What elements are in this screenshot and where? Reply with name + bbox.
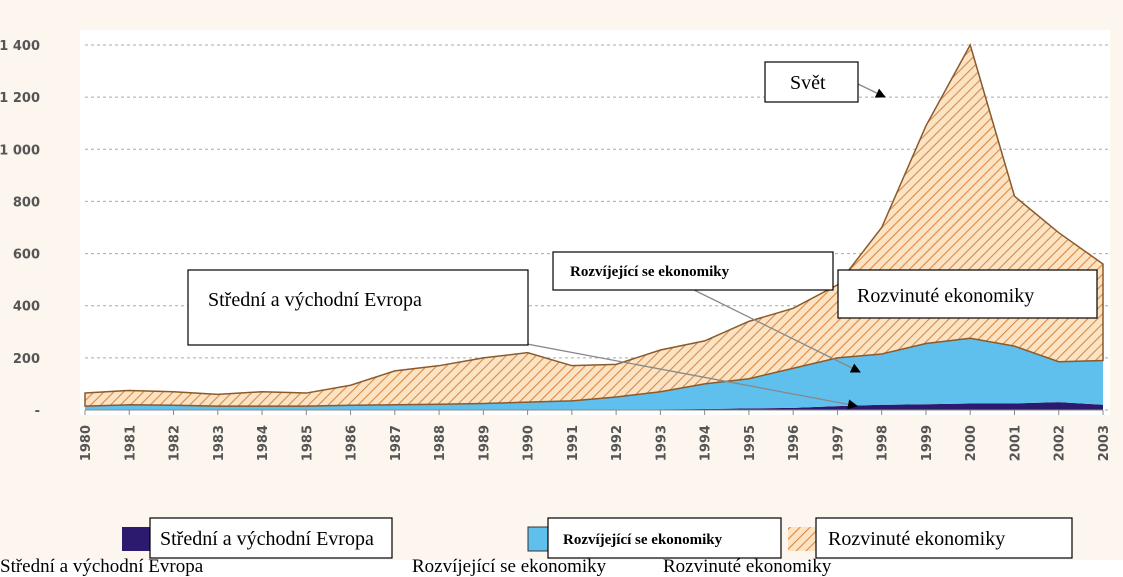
x-tick-label: 1996 [787, 425, 802, 461]
x-tick-label: 1988 [433, 425, 448, 461]
legend-box [547, 517, 782, 559]
annotation: Rozvinuté ekonomiky [857, 285, 1034, 307]
legend-box [149, 517, 393, 559]
y-tick-label: 1 000 [0, 143, 40, 158]
arrow [689, 287, 861, 373]
x-tick-label: 2000 [964, 425, 979, 461]
x-tick-label: 1994 [699, 425, 714, 461]
annotation: Střední a východní Evropa [208, 289, 422, 311]
y-tick-label: 600 [13, 248, 40, 263]
x-tick-label: 1993 [654, 425, 669, 461]
footer-label: Rozvíjející se ekonomiky [412, 556, 607, 577]
area [85, 338, 1103, 410]
y-tick-label: 1 200 [0, 91, 40, 106]
x-tick-label: 1991 [566, 425, 581, 461]
y-tick-label: - [35, 404, 40, 419]
annotation-box [187, 269, 529, 346]
legend-label: Rozvinuté ekonomiky [828, 528, 1005, 550]
arrow [494, 337, 858, 410]
y-tick-label: 1 400 [0, 39, 40, 54]
x-tick-label: 1995 [743, 425, 758, 461]
x-tick-label: 1998 [876, 425, 891, 461]
x-tick-label: 1989 [477, 425, 492, 461]
x-tick-label: 2002 [1053, 425, 1068, 461]
arrow [857, 83, 886, 98]
legend-box [815, 517, 1073, 559]
x-tick-label: 1984 [256, 425, 271, 461]
legend-swatch [122, 527, 150, 551]
x-tick-label: 1985 [300, 425, 315, 461]
legend-label: Střední a východní Evropa [160, 528, 374, 550]
x-tick-label: 1980 [79, 425, 94, 461]
annotations: Svět Střední a východní Evropa Rozvíjejí… [187, 61, 1098, 410]
x-tick-label: 1987 [389, 425, 404, 461]
footer-label: Rozvinuté ekonomiky [663, 556, 832, 577]
legend: Střední a východní Evropa Rozvíjející se… [122, 517, 1073, 559]
annotation-box [837, 269, 1098, 319]
y-tick-label: 400 [13, 300, 40, 315]
y-tick-label: 200 [13, 352, 40, 367]
x-tick-label: 1997 [831, 425, 846, 461]
legend-label: Rozvíjející se ekonomiky [563, 532, 723, 548]
footer-label: Střední a východní Evropa [0, 556, 204, 577]
x-tick-label: 2001 [1008, 425, 1023, 461]
legend-swatch [527, 526, 549, 552]
x-tick-label: 1981 [123, 425, 138, 461]
x-tick-label: 1982 [168, 425, 183, 461]
x-tick-label: 1999 [920, 425, 935, 461]
annotation: Rozvíjející se ekonomiky [570, 264, 730, 280]
annotation-box [764, 61, 859, 103]
legend-swatch [788, 527, 816, 551]
y-tick-label: 800 [13, 195, 40, 210]
annotation-box [552, 251, 834, 291]
x-tick-label: 1983 [212, 425, 227, 461]
x-tick-label: 1992 [610, 425, 625, 461]
x-tick-label: 1990 [522, 425, 537, 461]
x-tick-label: 1986 [345, 425, 360, 461]
annotation: Svět [790, 72, 826, 94]
x-tick-label: 2003 [1097, 425, 1112, 461]
